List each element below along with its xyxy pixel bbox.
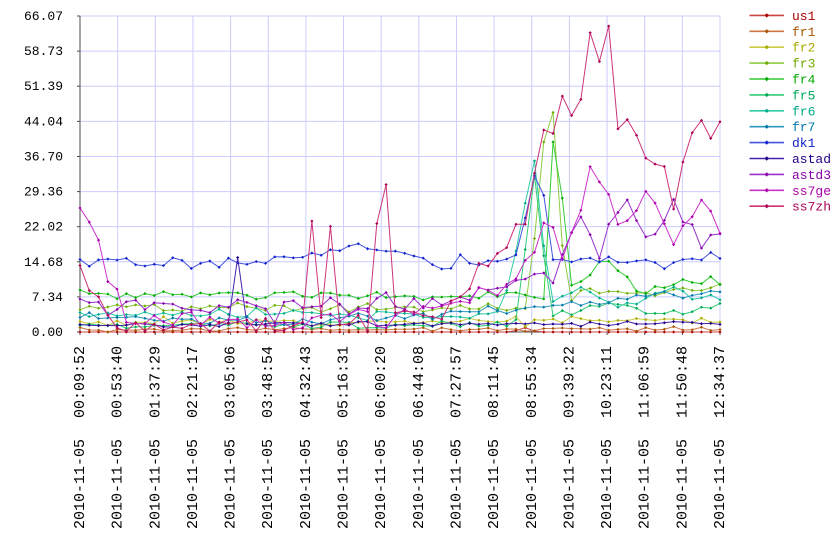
svg-text:astad: astad <box>792 152 831 167</box>
svg-text:06:44:08: 06:44:08 <box>411 346 428 418</box>
svg-text:2010-11-05: 2010-11-05 <box>110 439 127 529</box>
svg-text:dk1: dk1 <box>792 136 816 151</box>
svg-text:2010-11-05: 2010-11-05 <box>674 439 691 529</box>
svg-text:2010-11-05: 2010-11-05 <box>298 439 315 529</box>
svg-text:02:21:17: 02:21:17 <box>185 346 202 418</box>
svg-text:fr1: fr1 <box>792 25 816 40</box>
svg-text:2010-11-05: 2010-11-05 <box>448 439 465 529</box>
svg-text:astd3: astd3 <box>792 168 831 183</box>
svg-text:03:05:06: 03:05:06 <box>223 346 240 418</box>
svg-text:2010-11-05: 2010-11-05 <box>147 439 164 529</box>
svg-text:06:00:20: 06:00:20 <box>373 346 390 418</box>
svg-text:07:27:57: 07:27:57 <box>448 346 465 418</box>
svg-text:58.73: 58.73 <box>24 44 63 59</box>
svg-text:04:32:43: 04:32:43 <box>298 346 315 418</box>
svg-text:22.02: 22.02 <box>24 220 63 235</box>
svg-text:0.00: 0.00 <box>32 325 63 340</box>
svg-text:2010-11-05: 2010-11-05 <box>185 439 202 529</box>
svg-text:08:55:34: 08:55:34 <box>524 346 541 418</box>
svg-text:ss7ge: ss7ge <box>792 184 831 199</box>
svg-text:00:09:52: 00:09:52 <box>72 346 89 418</box>
svg-text:fr3: fr3 <box>792 57 815 72</box>
svg-text:00:53:40: 00:53:40 <box>110 346 127 418</box>
svg-text:2010-11-05: 2010-11-05 <box>561 439 578 529</box>
svg-text:51.39: 51.39 <box>24 79 63 94</box>
svg-text:2010-11-05: 2010-11-05 <box>712 439 729 529</box>
svg-text:44.04: 44.04 <box>24 114 63 129</box>
svg-text:36.70: 36.70 <box>24 149 63 164</box>
svg-text:fr6: fr6 <box>792 104 815 119</box>
svg-text:2010-11-05: 2010-11-05 <box>223 439 240 529</box>
svg-text:01:37:29: 01:37:29 <box>147 346 164 418</box>
svg-text:08:11:45: 08:11:45 <box>486 346 503 418</box>
svg-text:7.34: 7.34 <box>32 290 63 305</box>
svg-text:2010-11-05: 2010-11-05 <box>486 439 503 529</box>
svg-text:11:06:59: 11:06:59 <box>637 346 654 418</box>
svg-text:10:23:11: 10:23:11 <box>599 346 616 418</box>
svg-text:fr5: fr5 <box>792 88 815 103</box>
svg-text:03:48:54: 03:48:54 <box>260 346 277 418</box>
svg-text:2010-11-05: 2010-11-05 <box>599 439 616 529</box>
svg-text:fr7: fr7 <box>792 120 815 135</box>
svg-text:29.36: 29.36 <box>24 185 63 200</box>
svg-text:2010-11-05: 2010-11-05 <box>411 439 428 529</box>
svg-text:66.07: 66.07 <box>24 9 63 24</box>
svg-text:ss7zh: ss7zh <box>792 200 831 215</box>
svg-text:09:39:22: 09:39:22 <box>561 346 578 418</box>
svg-text:2010-11-05: 2010-11-05 <box>336 439 353 529</box>
svg-text:2010-11-05: 2010-11-05 <box>260 439 277 529</box>
svg-text:11:50:48: 11:50:48 <box>674 346 691 418</box>
svg-text:12:34:37: 12:34:37 <box>712 346 729 418</box>
svg-text:2010-11-05: 2010-11-05 <box>72 439 89 529</box>
svg-text:fr2: fr2 <box>792 41 815 56</box>
svg-text:us1: us1 <box>792 9 816 24</box>
svg-text:2010-11-05: 2010-11-05 <box>637 439 654 529</box>
svg-text:2010-11-05: 2010-11-05 <box>524 439 541 529</box>
svg-text:fr4: fr4 <box>792 73 816 88</box>
svg-text:2010-11-05: 2010-11-05 <box>373 439 390 529</box>
svg-text:14.68: 14.68 <box>24 255 63 270</box>
svg-text:05:16:31: 05:16:31 <box>336 346 353 418</box>
